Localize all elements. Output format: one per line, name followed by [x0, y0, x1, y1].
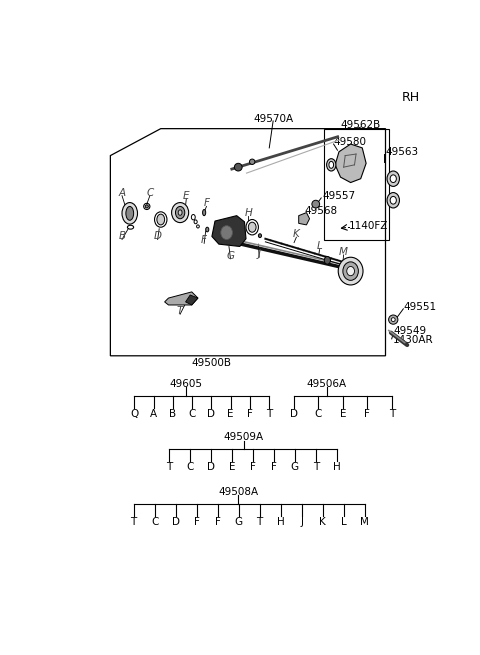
Text: T: T [312, 462, 319, 472]
Ellipse shape [122, 202, 137, 224]
Text: C: C [151, 517, 158, 527]
Circle shape [391, 318, 395, 322]
Text: D: D [172, 517, 180, 527]
Circle shape [250, 159, 255, 164]
Text: M: M [339, 247, 348, 257]
Text: 49568: 49568 [305, 206, 338, 216]
Text: G: G [291, 462, 299, 472]
Text: F: F [250, 462, 256, 472]
Text: J: J [300, 517, 303, 527]
Ellipse shape [221, 226, 232, 240]
Ellipse shape [390, 175, 396, 183]
Text: 49506A: 49506A [307, 379, 347, 389]
Text: Q: Q [130, 409, 139, 419]
Ellipse shape [390, 196, 396, 204]
Circle shape [234, 163, 242, 171]
Text: D: D [290, 409, 298, 419]
Text: 49508A: 49508A [218, 487, 258, 497]
Ellipse shape [176, 206, 185, 219]
Text: G: G [227, 251, 235, 261]
Text: C: C [189, 409, 196, 419]
Ellipse shape [145, 205, 148, 208]
Ellipse shape [387, 171, 399, 187]
Text: T: T [131, 517, 137, 527]
Text: H: H [333, 462, 340, 472]
Polygon shape [186, 295, 198, 305]
Text: B: B [119, 231, 126, 242]
Text: 49551: 49551 [403, 301, 436, 312]
Text: T: T [166, 462, 172, 472]
Text: A: A [150, 409, 157, 419]
Text: F: F [201, 235, 207, 246]
Text: A: A [119, 187, 126, 198]
Text: C: C [146, 187, 154, 198]
Ellipse shape [155, 212, 167, 227]
Text: T: T [389, 409, 395, 419]
Text: T: T [266, 409, 272, 419]
Text: J: J [258, 249, 261, 259]
Text: T: T [177, 306, 183, 316]
Text: RH: RH [402, 91, 420, 104]
Ellipse shape [246, 219, 258, 235]
Text: T: T [256, 517, 263, 527]
Ellipse shape [172, 202, 189, 223]
Text: 49549: 49549 [393, 326, 426, 336]
Text: K: K [293, 229, 300, 239]
Ellipse shape [324, 257, 330, 264]
Ellipse shape [329, 161, 334, 168]
Text: 49500B: 49500B [192, 358, 232, 369]
Ellipse shape [126, 206, 133, 220]
Circle shape [312, 200, 320, 208]
Ellipse shape [347, 267, 355, 276]
Text: E: E [228, 409, 234, 419]
Ellipse shape [338, 257, 363, 285]
Text: H: H [244, 208, 252, 218]
Text: 1140FZ: 1140FZ [349, 221, 388, 231]
Text: L: L [317, 242, 323, 252]
Text: F: F [364, 409, 370, 419]
Text: C: C [315, 409, 322, 419]
Text: D: D [207, 409, 216, 419]
Text: 49509A: 49509A [224, 432, 264, 442]
Polygon shape [165, 292, 198, 305]
Text: K: K [319, 517, 326, 527]
Circle shape [389, 315, 398, 324]
Text: E: E [183, 191, 190, 200]
Text: 49557: 49557 [322, 191, 355, 200]
Ellipse shape [343, 262, 359, 280]
Text: 49605: 49605 [169, 379, 202, 389]
Ellipse shape [326, 159, 336, 171]
Text: L: L [341, 517, 347, 527]
Text: G: G [235, 517, 243, 527]
Text: 49570A: 49570A [253, 113, 293, 124]
Ellipse shape [157, 214, 165, 225]
Text: F: F [215, 517, 220, 527]
Ellipse shape [203, 210, 206, 215]
Text: M: M [360, 517, 369, 527]
Text: B: B [169, 409, 177, 419]
Polygon shape [212, 215, 246, 246]
Text: 1430AR: 1430AR [393, 335, 434, 345]
Text: C: C [187, 462, 194, 472]
Text: 49562B: 49562B [341, 120, 381, 130]
Ellipse shape [258, 234, 262, 238]
Text: F: F [247, 409, 253, 419]
Ellipse shape [248, 222, 256, 233]
Ellipse shape [387, 193, 399, 208]
Ellipse shape [178, 210, 182, 215]
Text: 49563: 49563 [385, 147, 419, 157]
Text: F: F [193, 517, 200, 527]
Ellipse shape [206, 227, 209, 232]
Text: E: E [229, 462, 235, 472]
Text: F: F [271, 462, 277, 472]
Text: D: D [154, 231, 162, 242]
Text: 49580: 49580 [334, 137, 367, 147]
Polygon shape [299, 213, 310, 225]
Text: D: D [207, 462, 215, 472]
Polygon shape [335, 144, 366, 183]
Text: H: H [276, 517, 285, 527]
Text: F: F [204, 198, 209, 208]
Text: E: E [340, 409, 346, 419]
Bar [324, 128, 389, 240]
